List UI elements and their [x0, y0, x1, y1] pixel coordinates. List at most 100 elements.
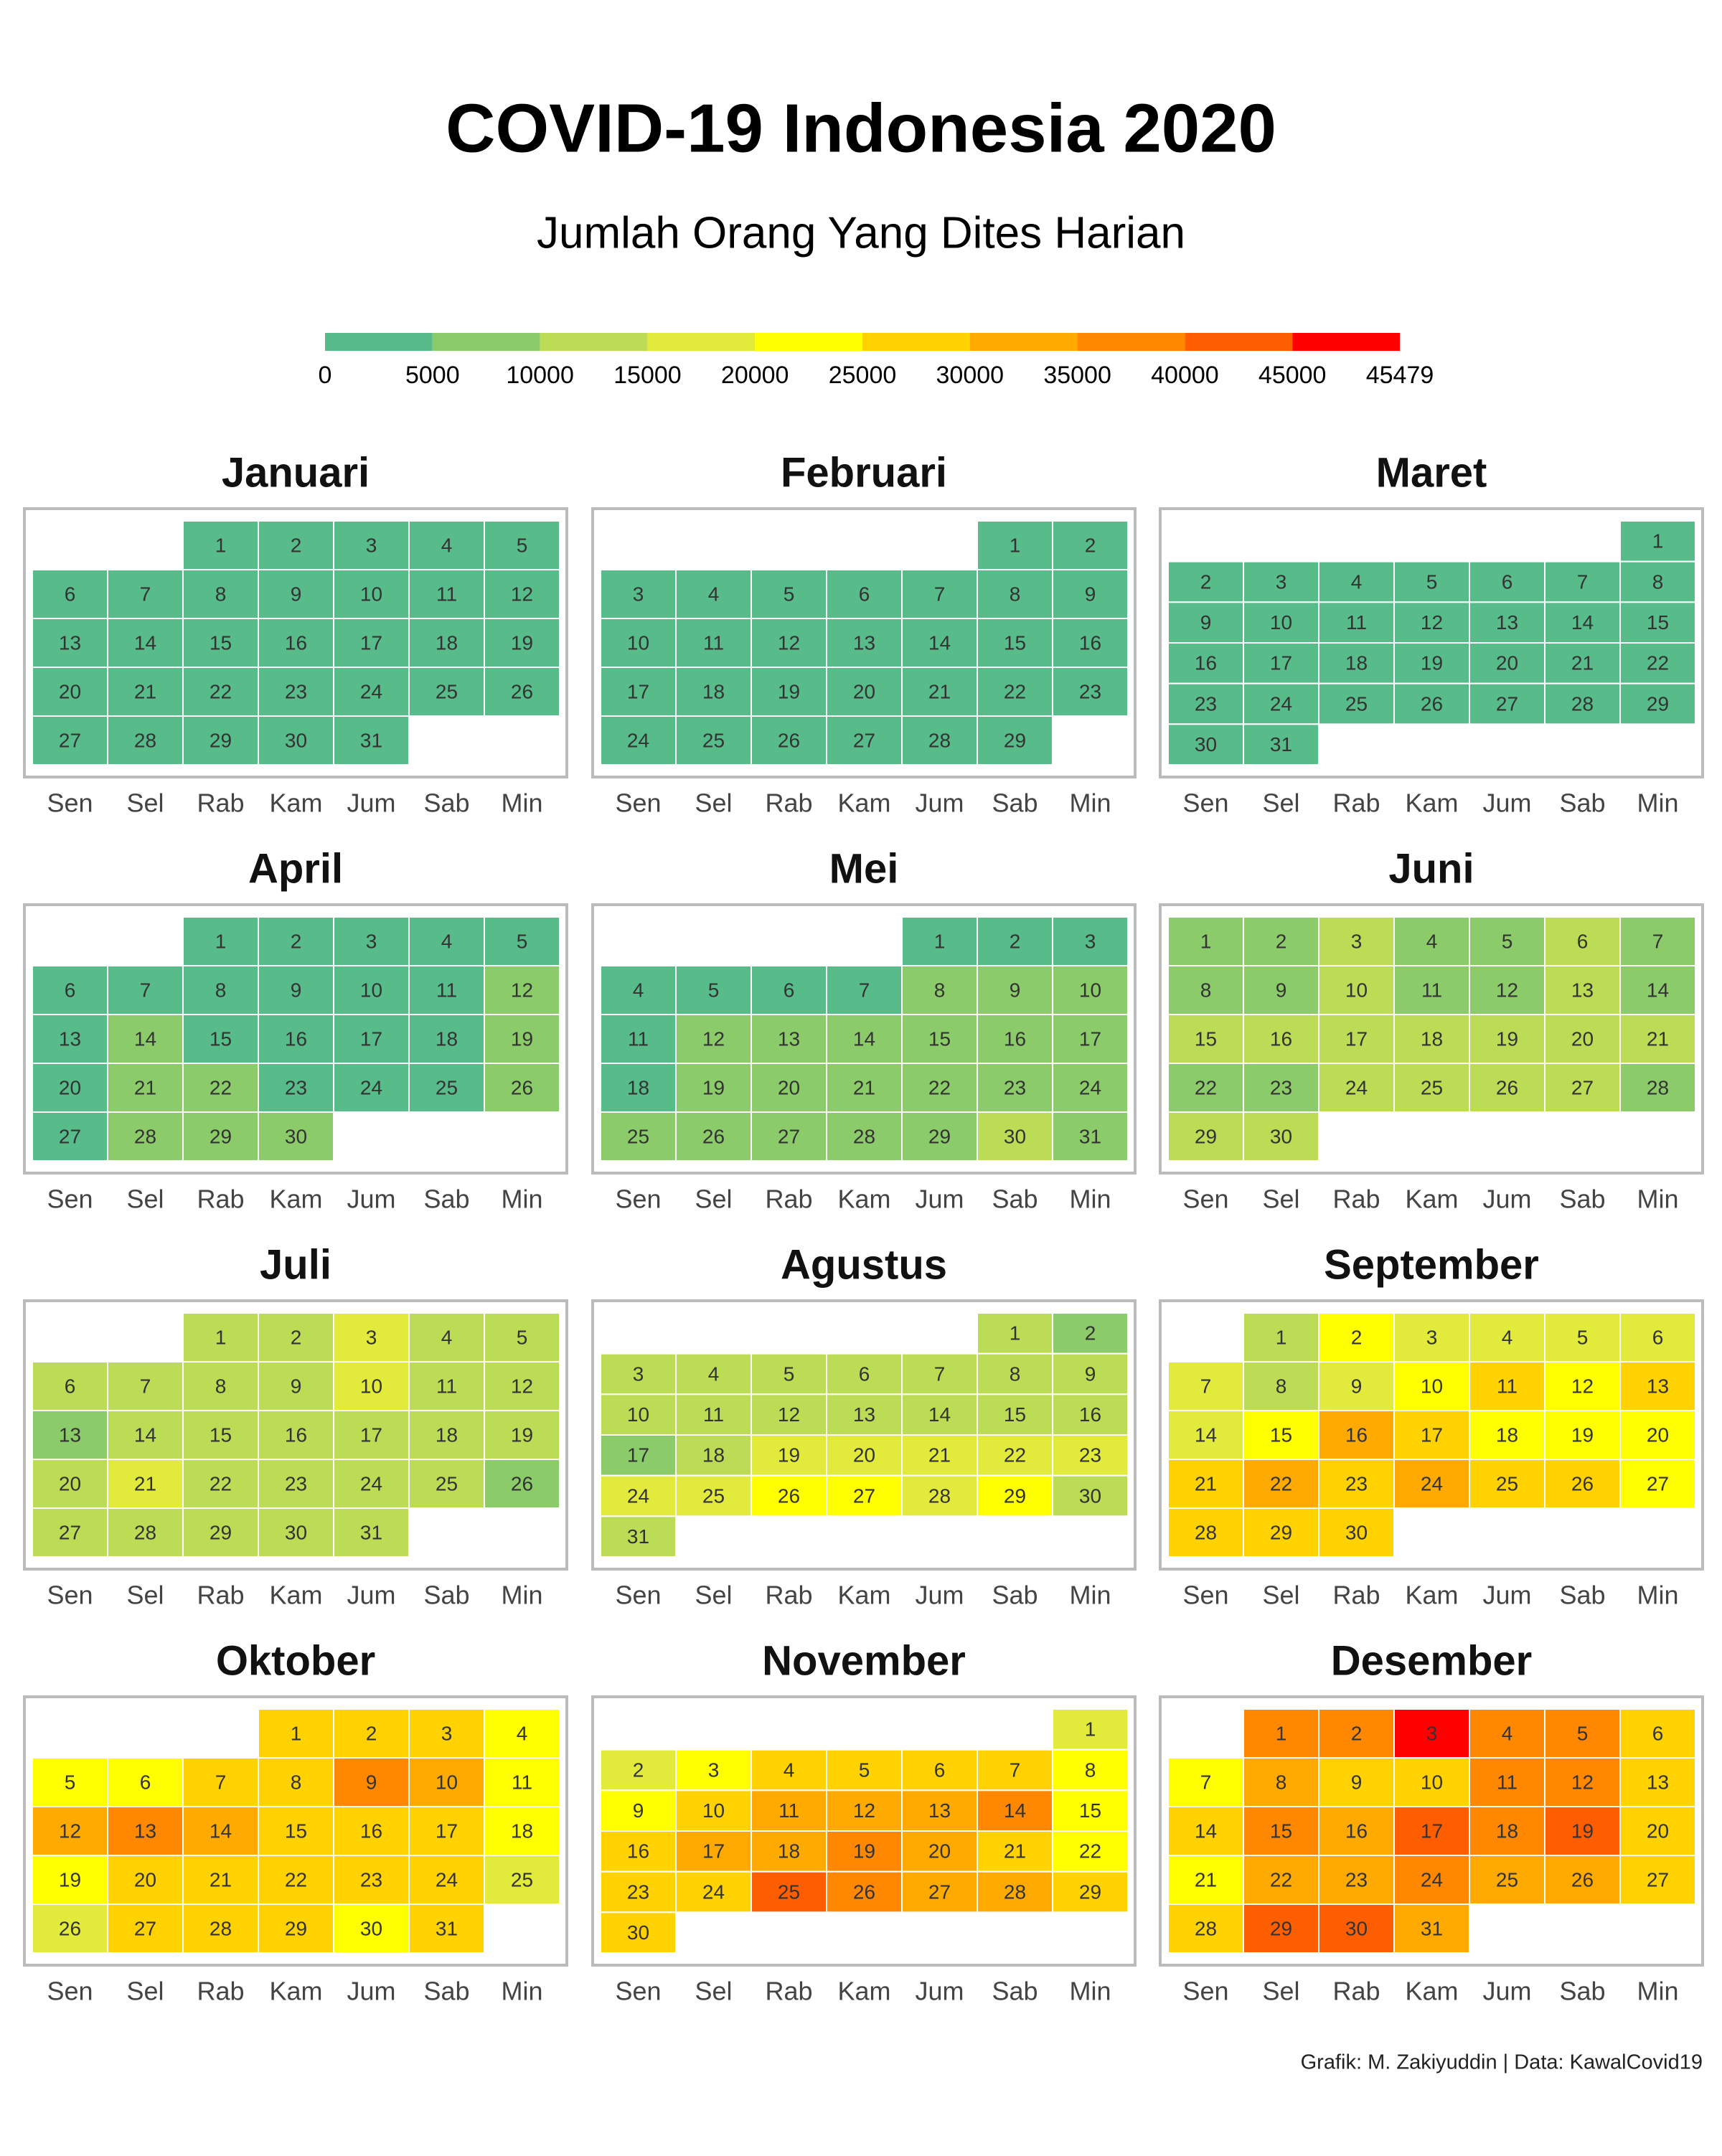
day-number: 1	[215, 930, 227, 952]
day-number: 24	[1421, 1472, 1443, 1494]
day-cell	[182, 1111, 259, 1162]
weekday-label: Min	[501, 789, 542, 818]
day-cell	[1619, 1361, 1696, 1411]
day-number: 26	[778, 729, 800, 751]
day-cell	[826, 1393, 903, 1436]
day-cell	[1052, 569, 1129, 619]
day-cell	[484, 618, 560, 668]
day-number: 19	[1571, 1423, 1594, 1446]
day-cell	[107, 1459, 184, 1509]
day-cell	[408, 1410, 485, 1460]
day-cell	[1167, 1014, 1244, 1064]
weekday-label: Jum	[347, 1581, 395, 1610]
weekday-label: Jum	[915, 1977, 964, 2006]
day-cell	[1052, 1063, 1129, 1113]
day-cell	[1243, 1806, 1319, 1856]
day-cell	[1544, 1708, 1621, 1759]
day-cell	[1393, 601, 1470, 644]
day-cell	[107, 965, 184, 1015]
day-number: 1	[215, 1326, 227, 1348]
day-cell	[1544, 560, 1621, 603]
day-cell	[107, 715, 184, 766]
day-number: 27	[928, 1880, 951, 1903]
day-number: 14	[134, 631, 156, 654]
day-cell	[408, 618, 485, 668]
day-number: 27	[59, 729, 81, 751]
day-number: 27	[853, 729, 875, 751]
day-cell	[675, 1063, 752, 1113]
day-number: 2	[1010, 930, 1021, 952]
day-cell	[675, 1014, 752, 1064]
legend-swatch	[1185, 333, 1293, 351]
weekday-label: Sel	[126, 1581, 164, 1610]
day-cell	[826, 1352, 903, 1395]
day-cell	[1469, 560, 1545, 603]
day-number: 28	[210, 1917, 232, 1939]
day-number: 5	[1426, 570, 1438, 593]
legend-tick-label: 30000	[936, 362, 1004, 389]
day-cell	[600, 618, 677, 668]
day-number: 24	[436, 1868, 458, 1891]
day-number: 31	[1270, 733, 1292, 755]
day-number: 8	[1010, 1362, 1021, 1385]
day-number: 25	[702, 1484, 725, 1507]
day-number: 26	[59, 1917, 81, 1939]
day-number: 4	[441, 534, 453, 556]
day-number: 19	[511, 631, 533, 654]
day-number: 17	[627, 680, 649, 702]
day-number: 19	[511, 1423, 533, 1446]
day-cell	[258, 1708, 334, 1759]
day-cell	[901, 1789, 978, 1832]
day-cell	[182, 1507, 259, 1558]
day-number: 11	[1497, 1771, 1518, 1793]
weekday-label: Sen	[1182, 1185, 1228, 1214]
weekday-label: Kam	[837, 1185, 890, 1214]
day-cell	[32, 1111, 108, 1162]
day-cell	[1243, 723, 1319, 766]
day-number: 17	[360, 631, 382, 654]
day-cell	[901, 569, 978, 619]
day-cell	[182, 1757, 259, 1807]
day-number: 23	[1345, 1472, 1368, 1494]
day-cell	[977, 916, 1053, 966]
day-cell	[258, 1459, 334, 1509]
day-number: 21	[928, 1444, 951, 1467]
weekday-label: Sel	[695, 789, 732, 818]
weekday-label: Sab	[992, 1185, 1038, 1214]
day-number: 28	[134, 1125, 156, 1147]
day-number: 16	[1345, 1423, 1368, 1446]
day-number: 9	[1200, 611, 1212, 634]
chart-subtitle: Jumlah Orang Yang Dites Harian	[537, 208, 1185, 258]
day-cell	[1243, 1507, 1319, 1558]
weekday-label: Kam	[269, 1185, 322, 1214]
day-number: 3	[441, 1722, 453, 1744]
weekday-label: Sab	[992, 1977, 1038, 2006]
day-number: 16	[285, 1423, 307, 1446]
caption: Grafik: M. Zakiyuddin | Data: KawalCovid…	[1301, 2051, 1703, 2074]
day-number: 17	[1421, 1820, 1443, 1842]
weekday-label: Sen	[615, 1581, 661, 1610]
day-number: 18	[436, 1423, 458, 1446]
day-number: 21	[1647, 1027, 1669, 1050]
legend-swatch	[325, 333, 433, 351]
day-number: 1	[1010, 1322, 1021, 1345]
day-number: 28	[928, 729, 951, 751]
day-number: 13	[853, 1403, 875, 1426]
day-number: 27	[778, 1125, 800, 1147]
month-title: September	[1324, 1241, 1539, 1288]
day-number: 23	[360, 1868, 382, 1891]
day-number: 14	[134, 1423, 156, 1446]
day-cell	[1052, 1434, 1129, 1477]
day-number: 7	[934, 1362, 946, 1385]
weekday-label: Sel	[1262, 1977, 1299, 2006]
day-number: 9	[1010, 979, 1021, 1001]
day-number: 21	[210, 1868, 232, 1891]
weekday-label: Min	[1069, 1977, 1111, 2006]
weekday-label: Kam	[1405, 1581, 1458, 1610]
day-number: 22	[1270, 1472, 1292, 1494]
day-number: 17	[1270, 652, 1292, 674]
day-cell	[258, 1063, 334, 1113]
day-cell	[484, 1410, 560, 1460]
weekday-label: Kam	[837, 1581, 890, 1610]
